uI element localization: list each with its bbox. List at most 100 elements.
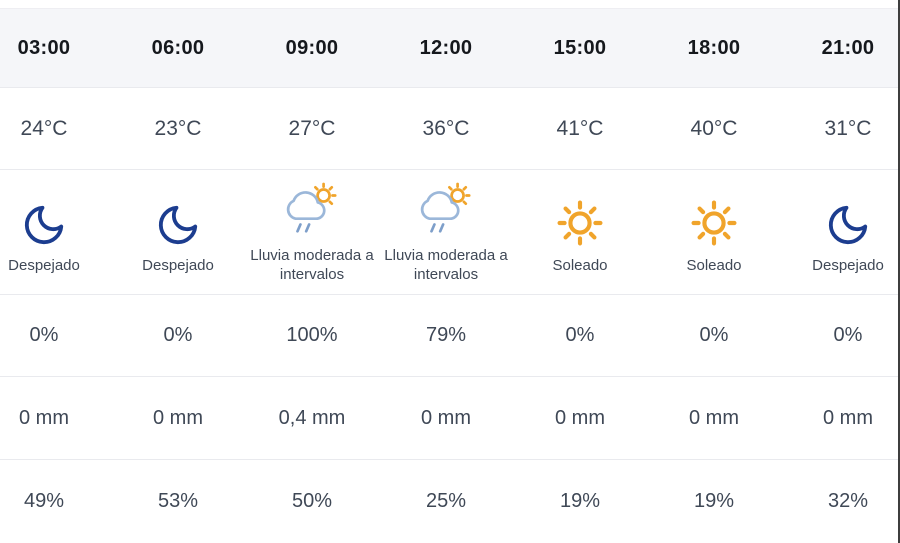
temperature-value: 23°C <box>154 116 202 140</box>
condition-label: Soleado <box>686 256 742 274</box>
precip-probability-value: 0% <box>833 324 863 346</box>
precip-amount-cell: 0 mm <box>781 377 900 459</box>
moon-icon <box>21 190 67 248</box>
precip-amount-value: 0 mm <box>555 406 605 429</box>
precip-probability-value: 0% <box>699 324 729 346</box>
time-cell: 06:00 <box>111 9 245 87</box>
humidity-value: 25% <box>425 490 467 512</box>
precip-probability-value: 100% <box>286 324 338 346</box>
temperature-cell: 31°C <box>781 88 900 169</box>
temperature-cell: 24°C <box>0 88 111 169</box>
moon-icon <box>155 190 201 248</box>
condition-label: Despejado <box>812 256 884 274</box>
temperature-row: 24°C 23°C 27°C 36°C 41°C 40°C 31°C <box>0 88 900 170</box>
precip-probability-value: 79% <box>425 324 467 346</box>
hourly-forecast-table: 03:00 06:00 09:00 12:00 15:00 18:00 21:00 24°C… <box>0 8 900 543</box>
humidity-value: 32% <box>827 490 869 512</box>
humidity-cell: 19% <box>513 460 647 543</box>
temperature-value: 24°C <box>20 116 68 140</box>
precip-amount-value: 0 mm <box>823 406 873 429</box>
time-cell: 18:00 <box>647 9 781 87</box>
precip-amount-cell: 0 mm <box>379 377 513 459</box>
temperature-cell: 40°C <box>647 88 781 169</box>
weather-cell: Soleado <box>647 170 781 294</box>
precip-amount-row: 0 mm 0 mm 0,4 mm 0 mm 0 mm 0 mm 0 mm <box>0 377 900 460</box>
time-label: 12:00 <box>419 36 473 59</box>
humidity-cell: 32% <box>781 460 900 543</box>
precip-probability-cell: 0% <box>781 295 900 376</box>
precip-amount-value: 0 mm <box>421 406 471 429</box>
scrollbar[interactable] <box>898 0 900 543</box>
time-cell: 09:00 <box>245 9 379 87</box>
precip-amount-value: 0,4 mm <box>278 406 346 429</box>
temperature-cell: 27°C <box>245 88 379 169</box>
time-label: 21:00 <box>821 36 875 59</box>
temperature-value: 31°C <box>824 116 872 140</box>
time-row: 03:00 06:00 09:00 12:00 15:00 18:00 21:00 <box>0 8 900 88</box>
condition-label: Lluvia moderada a intervalos <box>384 247 508 283</box>
temperature-cell: 36°C <box>379 88 513 169</box>
precip-amount-value: 0 mm <box>689 406 739 429</box>
time-label: 09:00 <box>285 36 339 59</box>
precip-probability-cell: 0% <box>111 295 245 376</box>
precip-probability-value: 0% <box>565 324 595 346</box>
humidity-cell: 50% <box>245 460 379 543</box>
sun-icon <box>689 190 739 248</box>
condition-label: Lluvia moderada a intervalos <box>250 247 374 283</box>
weather-cell: Despejado <box>0 170 111 294</box>
humidity-cell: 53% <box>111 460 245 543</box>
precip-probability-row: 0% 0% 100% 79% 0% 0% 0% <box>0 295 900 377</box>
humidity-value: 19% <box>693 490 735 512</box>
condition-label: Soleado <box>552 256 608 274</box>
condition-label: Despejado <box>142 256 214 274</box>
cloud-sun-rain-icon <box>415 180 477 238</box>
moon-icon <box>825 190 871 248</box>
time-label: 18:00 <box>687 36 741 59</box>
weather-cell: Lluvia moderada a intervalos <box>245 170 379 294</box>
humidity-value: 53% <box>157 490 199 512</box>
weather-cell: Despejado <box>111 170 245 294</box>
temperature-value: 36°C <box>422 116 470 140</box>
time-cell: 03:00 <box>0 9 111 87</box>
precip-amount-value: 0 mm <box>19 406 69 429</box>
time-cell: 12:00 <box>379 9 513 87</box>
humidity-cell: 19% <box>647 460 781 543</box>
precip-probability-value: 0% <box>163 324 193 346</box>
humidity-value: 50% <box>291 490 333 512</box>
temperature-value: 41°C <box>556 116 604 140</box>
weather-cell: Despejado <box>781 170 900 294</box>
time-label: 03:00 <box>17 36 71 59</box>
precip-amount-value: 0 mm <box>153 406 203 429</box>
precip-probability-cell: 100% <box>245 295 379 376</box>
humidity-row: 49% 53% 50% 25% 19% 19% 32% <box>0 460 900 543</box>
precip-probability-value: 0% <box>29 324 59 346</box>
precip-amount-cell: 0 mm <box>0 377 111 459</box>
weather-cell: Lluvia moderada a intervalos <box>379 170 513 294</box>
time-cell: 15:00 <box>513 9 647 87</box>
condition-label: Despejado <box>8 256 80 274</box>
humidity-cell: 25% <box>379 460 513 543</box>
sun-icon <box>555 190 605 248</box>
precip-probability-cell: 0% <box>0 295 111 376</box>
temperature-value: 40°C <box>690 116 738 140</box>
precip-amount-cell: 0 mm <box>647 377 781 459</box>
weather-cell: Soleado <box>513 170 647 294</box>
humidity-value: 49% <box>23 490 65 512</box>
precip-probability-cell: 0% <box>647 295 781 376</box>
precip-amount-cell: 0 mm <box>111 377 245 459</box>
condition-row: Despejado Despejado Lluvia moderada a inte… <box>0 170 900 295</box>
precip-probability-cell: 0% <box>513 295 647 376</box>
time-label: 15:00 <box>553 36 607 59</box>
precip-probability-cell: 79% <box>379 295 513 376</box>
temperature-value: 27°C <box>288 116 336 140</box>
time-cell: 21:00 <box>781 9 900 87</box>
temperature-cell: 41°C <box>513 88 647 169</box>
temperature-cell: 23°C <box>111 88 245 169</box>
cloud-sun-rain-icon <box>281 180 343 238</box>
humidity-value: 19% <box>559 490 601 512</box>
top-spacer <box>0 0 900 8</box>
time-label: 06:00 <box>151 36 205 59</box>
humidity-cell: 49% <box>0 460 111 543</box>
precip-amount-cell: 0,4 mm <box>245 377 379 459</box>
